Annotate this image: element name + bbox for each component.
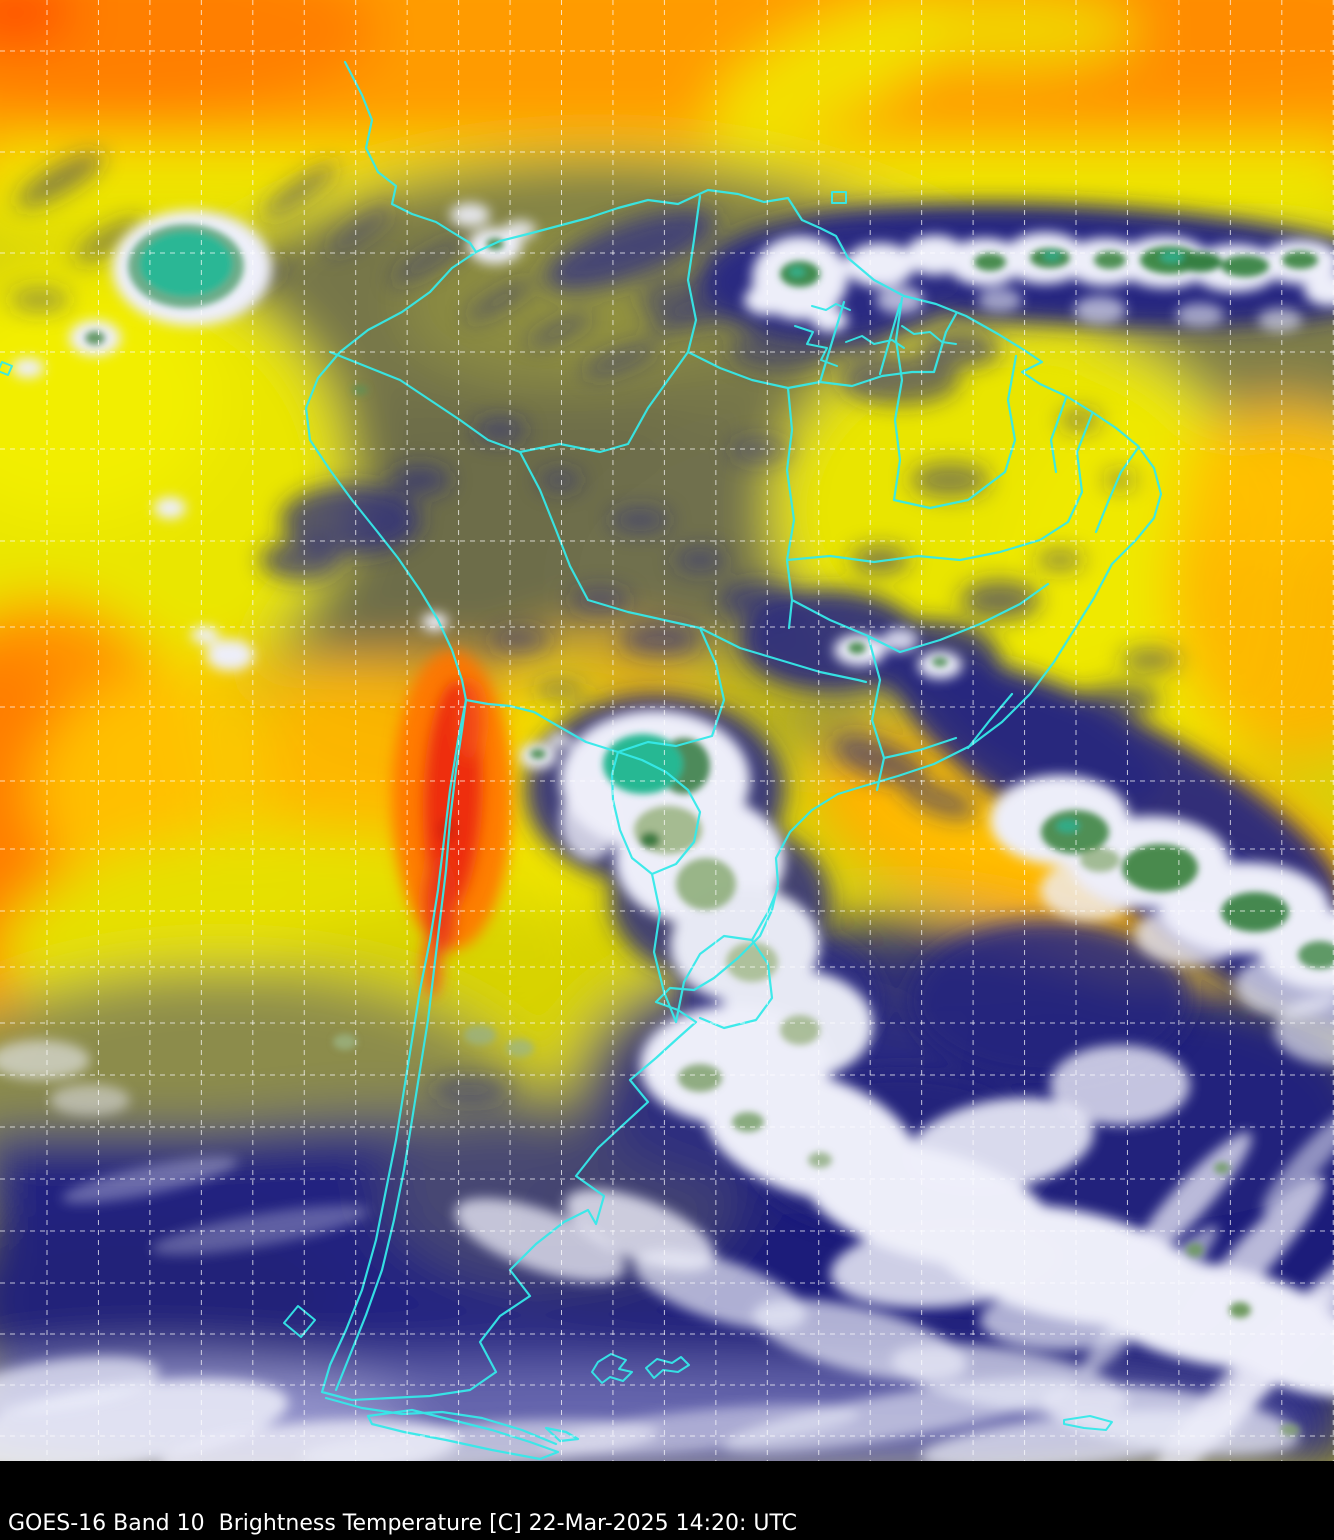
falkland-islands	[591, 1353, 690, 1384]
small-islands	[0, 191, 847, 1338]
south-georgia-island	[1063, 1415, 1113, 1431]
country-borders	[0, 60, 1163, 1461]
caption-text: GOES-16 Band 10 Brightness Temperature […	[8, 1511, 798, 1536]
paraguay-uruguay-borders	[610, 750, 780, 1030]
central-america-coastline	[343, 60, 478, 254]
orinoco-delta-rivers	[794, 303, 957, 367]
tierra-del-fuego	[324, 1396, 580, 1461]
andean-country-borders	[334, 450, 726, 1392]
colombia-storm-teal-core	[140, 232, 232, 296]
paraguay-storm-teal-core	[603, 734, 683, 794]
cold-core-layer	[85, 224, 1334, 1436]
white-cloud-layer	[0, 203, 1334, 1461]
satellite-map	[0, 0, 1334, 1461]
caption-bar: GOES-16 Band 10 Brightness Temperature […	[0, 1461, 1334, 1540]
brazil-state-borders	[698, 296, 1140, 792]
satellite-map-canvas	[0, 0, 1334, 1461]
graticule-grid	[0, 0, 1334, 1461]
